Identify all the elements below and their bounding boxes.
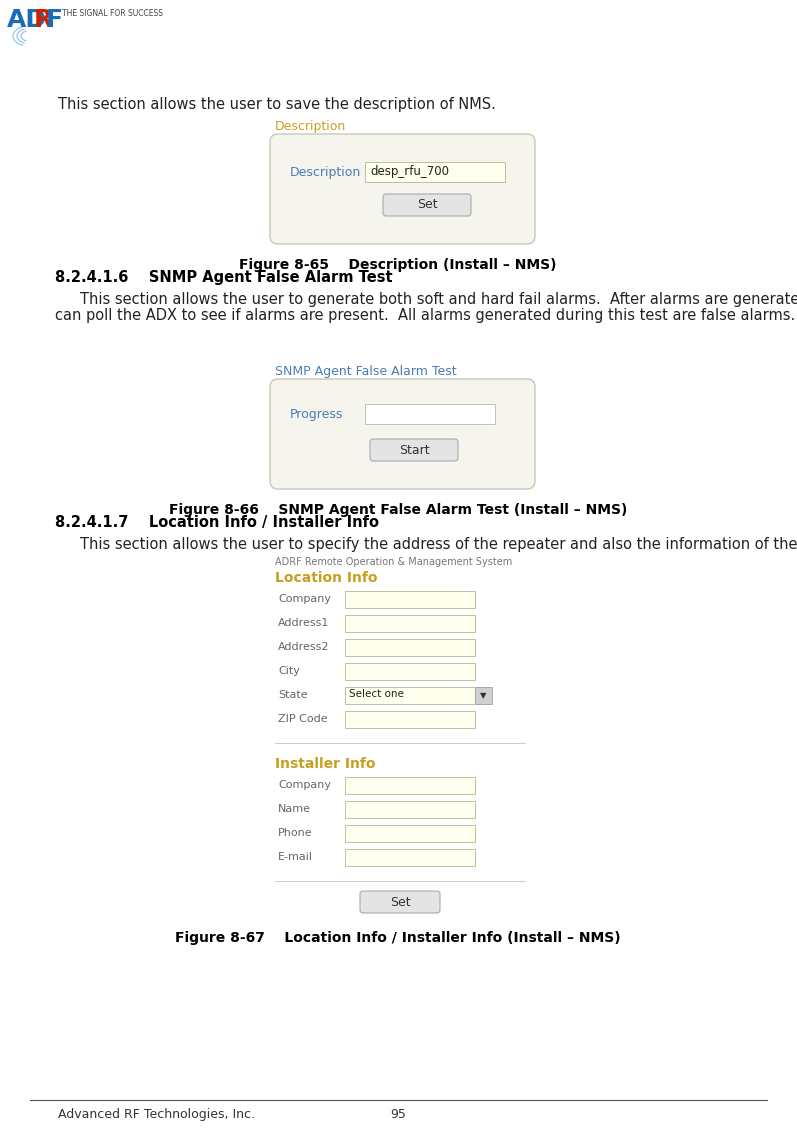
Text: 8.2.4.1.6    SNMP Agent False Alarm Test: 8.2.4.1.6 SNMP Agent False Alarm Test [55,270,393,285]
FancyBboxPatch shape [383,195,471,216]
Text: Set: Set [390,896,410,908]
Text: Address2: Address2 [278,642,329,651]
Text: Description: Description [290,166,361,179]
Bar [345,801,475,818]
Bar [365,404,495,424]
Text: State: State [278,690,308,700]
Text: Advanced RF Technologies, Inc.: Advanced RF Technologies, Inc. [58,1108,255,1121]
Text: This section allows the user to specify the address of the repeater and also the: This section allows the user to specify … [80,537,797,552]
Text: 8.2.4.1.7    Location Info / Installer Info: 8.2.4.1.7 Location Info / Installer Info [55,515,379,530]
Text: SNMP Agent False Alarm Test: SNMP Agent False Alarm Test [275,365,457,378]
Text: ▼: ▼ [481,691,487,700]
Text: Figure 8-65    Description (Install – NMS): Figure 8-65 Description (Install – NMS) [239,258,557,271]
Text: THE SIGNAL FOR SUCCESS: THE SIGNAL FOR SUCCESS [62,9,163,18]
Text: E-mail: E-mail [278,852,313,862]
Text: can poll the ADX to see if alarms are present.  All alarms generated during this: can poll the ADX to see if alarms are pr… [55,308,795,323]
Text: Start: Start [398,443,430,457]
Text: Description: Description [275,120,346,133]
Bar [345,663,475,680]
Bar [345,592,475,608]
Bar [345,711,475,728]
Bar [365,162,505,182]
Bar [345,615,475,632]
Text: R: R [34,8,53,32]
Text: Installer Info: Installer Info [275,757,375,771]
Text: Progress: Progress [290,408,344,421]
Text: Location Info: Location Info [275,571,378,585]
Text: Select one: Select one [349,689,404,699]
Text: F: F [46,8,63,32]
Text: ADRF Remote Operation & Management System: ADRF Remote Operation & Management Syste… [275,556,512,567]
Text: AD: AD [7,8,47,32]
Text: Name: Name [278,804,311,814]
Text: Set: Set [417,199,438,211]
Bar [345,824,475,841]
Text: 95: 95 [390,1108,406,1121]
Text: This section allows the user to generate both soft and hard fail alarms.  After : This section allows the user to generate… [80,292,797,307]
FancyBboxPatch shape [370,439,458,461]
FancyBboxPatch shape [270,133,535,244]
Bar [345,777,475,794]
Text: City: City [278,666,300,676]
Text: desp_rfu_700: desp_rfu_700 [370,165,449,178]
Text: Company: Company [278,594,331,604]
Text: Figure 8-67    Location Info / Installer Info (Install – NMS): Figure 8-67 Location Info / Installer In… [175,931,621,946]
Text: ZIP Code: ZIP Code [278,714,328,724]
Text: Figure 8-66    SNMP Agent False Alarm Test (Install – NMS): Figure 8-66 SNMP Agent False Alarm Test … [169,503,627,517]
Text: Phone: Phone [278,828,312,838]
Text: This section allows the user to save the description of NMS.: This section allows the user to save the… [58,97,496,112]
FancyBboxPatch shape [360,891,440,913]
FancyBboxPatch shape [270,379,535,489]
Text: Company: Company [278,780,331,789]
Bar [475,687,492,703]
Bar [345,639,475,656]
Bar [345,849,475,866]
Bar [345,687,475,703]
Text: Address1: Address1 [278,618,329,628]
